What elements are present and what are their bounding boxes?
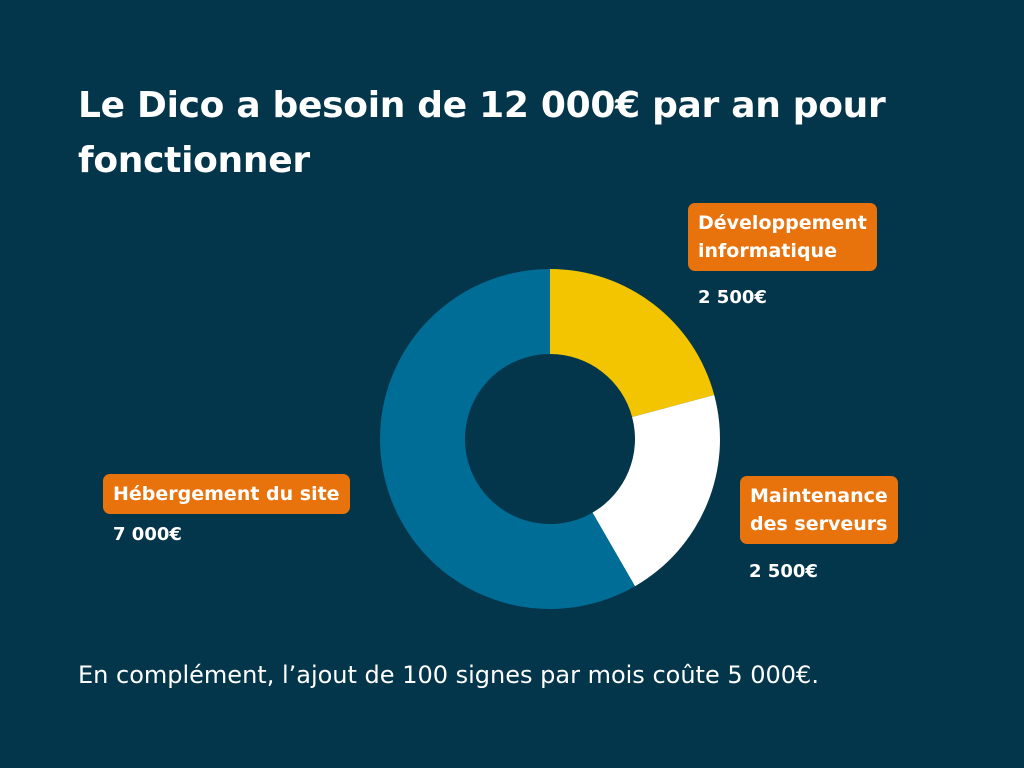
label-badge-hebergement: Hébergement du site: [103, 474, 350, 514]
chart-title: Le Dico a besoin de 12 000€ par an pour …: [78, 85, 886, 181]
label-line: Développement: [698, 212, 867, 234]
slice-hebergement: [379, 269, 635, 610]
slice-developpement: [550, 269, 715, 418]
value-label-maintenance: 2 500€: [749, 561, 818, 582]
label-line: informatique: [698, 240, 837, 262]
label-line: Maintenance: [750, 485, 888, 507]
label-badge-developpement: Développement informatique: [688, 203, 877, 271]
label-badge-maintenance: Maintenance des serveurs: [740, 476, 898, 544]
slice-maintenance: [592, 395, 720, 587]
value-label-hebergement: 7 000€: [113, 524, 182, 545]
label-line: Hébergement du site: [113, 483, 340, 505]
value-label-developpement: 2 500€: [698, 287, 767, 308]
footnote: En complément, l’ajout de 100 signes par…: [78, 661, 819, 689]
label-line: des serveurs: [750, 513, 888, 535]
donut-slices: [379, 269, 720, 610]
